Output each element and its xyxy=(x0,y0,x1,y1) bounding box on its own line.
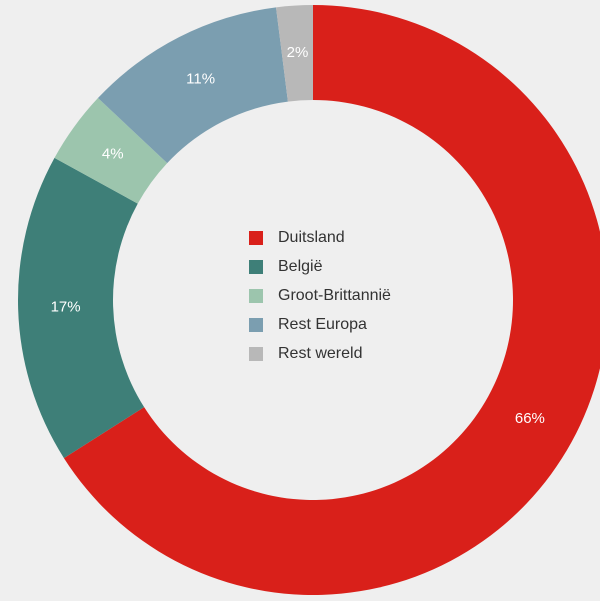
legend-label: België xyxy=(278,258,323,275)
legend-label: Groot-Brittannië xyxy=(278,287,391,304)
legend-label: Rest wereld xyxy=(278,345,362,362)
legend-label: Duitsland xyxy=(278,229,345,246)
value-label: 4% xyxy=(102,145,124,162)
slice xyxy=(54,98,168,204)
legend-swatch xyxy=(249,289,263,303)
slice xyxy=(97,7,288,164)
value-label: 66% xyxy=(515,410,545,427)
legend-swatch xyxy=(249,260,263,274)
legend-label: Rest Europa xyxy=(278,316,367,333)
value-label: 11% xyxy=(186,70,215,87)
legend-swatch xyxy=(249,318,263,332)
slice xyxy=(17,157,145,459)
slice xyxy=(63,5,600,595)
slice xyxy=(276,5,313,102)
legend-swatch xyxy=(249,231,263,245)
value-label: 17% xyxy=(51,299,81,316)
value-label: 2% xyxy=(287,44,309,61)
legend-swatch xyxy=(249,347,263,361)
